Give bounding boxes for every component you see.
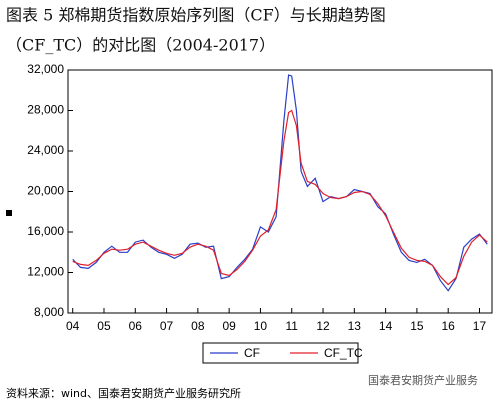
y-tick-label: 8,000 bbox=[34, 305, 64, 319]
x-tick-label: 15 bbox=[410, 319, 424, 333]
title-line: 图表 5 郑棉期货指数原始序列图（CF）与长期趋势图 bbox=[6, 6, 386, 25]
legend-label: CF bbox=[244, 346, 260, 360]
x-tick-label: 05 bbox=[97, 319, 111, 333]
legend-label: CF_TC bbox=[324, 346, 363, 360]
x-tick-label: 07 bbox=[160, 319, 174, 333]
x-tick-label: 08 bbox=[191, 319, 205, 333]
bullet bbox=[6, 210, 12, 216]
x-tick-label: 10 bbox=[254, 319, 268, 333]
y-tick-label: 32,000 bbox=[27, 62, 64, 76]
series-line bbox=[72, 74, 488, 292]
x-tick-label: 11 bbox=[285, 319, 298, 333]
y-tick-label: 28,000 bbox=[27, 103, 64, 117]
title-line: （CF_TC）的对比图（2004-2017） bbox=[6, 36, 275, 55]
x-tick-label: 14 bbox=[379, 319, 393, 333]
y-tick-label: 16,000 bbox=[27, 224, 64, 238]
x-tick-label: 12 bbox=[316, 319, 330, 333]
source: 资料来源：wind、国泰君安期货产业服务研究所 bbox=[6, 386, 241, 400]
watermark: 国泰君安期货产业服务 bbox=[368, 373, 478, 387]
x-tick-label: 09 bbox=[222, 319, 236, 333]
legend-box bbox=[202, 342, 359, 364]
y-tick-label: 20,000 bbox=[27, 184, 64, 198]
x-tick-label: 06 bbox=[129, 319, 143, 333]
series-line bbox=[72, 109, 488, 286]
y-tick-label: 24,000 bbox=[27, 143, 64, 157]
x-tick-label: 13 bbox=[348, 319, 362, 333]
x-tick-label: 17 bbox=[473, 319, 487, 333]
plot-frame bbox=[67, 69, 493, 314]
y-tick-label: 12,000 bbox=[27, 265, 64, 279]
x-tick-label: 16 bbox=[442, 319, 456, 333]
x-tick-label: 04 bbox=[66, 319, 80, 333]
